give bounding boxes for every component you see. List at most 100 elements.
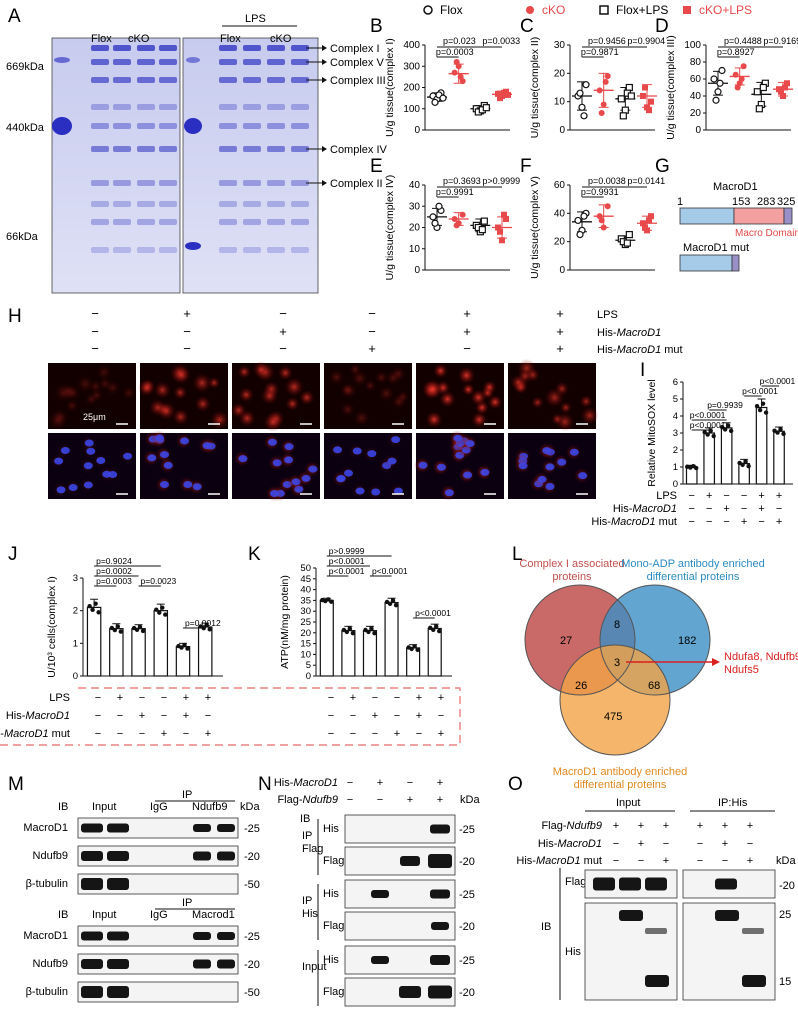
gel-band [91, 104, 109, 110]
data-point [702, 430, 707, 435]
y-tick-label: 20 [300, 628, 311, 639]
panel-a-gel: 669kDa 440kDa 66kDa Flox cKO LPS Flox cK… [6, 13, 388, 294]
domain-mut-body [679, 254, 733, 272]
complex-label-i: Complex I [330, 43, 380, 55]
data-point [714, 88, 722, 96]
cell-signal [284, 377, 304, 397]
legend: Flox cKO Flox+LPS cKO+LPS [423, 3, 752, 17]
cell-signal [517, 368, 533, 384]
data-point [734, 84, 741, 91]
bar [175, 645, 191, 677]
data-point [642, 84, 648, 91]
treatment-sign: − [117, 728, 123, 740]
legend-marker-flox [423, 5, 433, 15]
treatment-sign: − [139, 728, 145, 740]
lane-label-flox-left: Flox [91, 33, 112, 45]
data-point [435, 202, 443, 210]
y-tick-label: 15 [300, 639, 311, 650]
n-row-label-his: His-MacroD1 [274, 777, 338, 789]
nucleus [269, 489, 279, 497]
data-point [580, 112, 588, 120]
gel-band [113, 219, 131, 225]
blot-band [645, 928, 667, 934]
venn-callout-text-1: Ndufa8, Ndufb9, [724, 651, 798, 663]
mw-label: -25 [459, 824, 475, 836]
p-value: p=0.9169 [763, 36, 798, 46]
nucleus [301, 474, 311, 482]
treatment-sign: + [556, 324, 564, 339]
y-tick-label: 2 [673, 445, 678, 456]
bar [773, 430, 785, 485]
gel-band [243, 219, 261, 225]
y-tick-label: 30 [409, 201, 421, 212]
data-point [598, 217, 605, 224]
treatment-sign: − [117, 710, 123, 722]
gel-band [91, 201, 109, 207]
gel-band [113, 77, 131, 83]
blot-row-label: Ndufb9 [33, 958, 68, 970]
domain-macro-label: Macro Domain [735, 228, 798, 239]
p-value: p=0.4488 [724, 36, 762, 46]
data-point [623, 239, 631, 247]
data-point [409, 646, 414, 652]
gel-band [291, 180, 309, 186]
nucleus [54, 457, 64, 465]
gel-band [219, 146, 237, 152]
blot-label: His [323, 954, 339, 966]
cell-signal [121, 386, 136, 400]
cell-signal [328, 369, 345, 386]
data-point [646, 107, 652, 114]
y-tick-label: 50 [300, 563, 311, 574]
gel-band [291, 201, 309, 207]
bar [406, 647, 421, 677]
h-row-label-lps: LPS [597, 309, 618, 321]
gel-band [267, 180, 285, 186]
data-point [694, 465, 699, 471]
data-point [115, 624, 121, 629]
data-point [134, 627, 140, 633]
data-point [602, 78, 609, 85]
y-tick-label: 60 [554, 180, 566, 191]
gel-band [219, 59, 237, 65]
data-point [576, 230, 584, 239]
treatment-sign: − [183, 324, 191, 339]
bar [362, 630, 378, 677]
blot-band [107, 986, 129, 998]
y-tick-label: 4 [673, 411, 678, 422]
legend-label-cko-lps: cKO+LPS [699, 3, 752, 17]
domain-mut-title: MacroD1 mut [683, 242, 749, 254]
data-point [457, 73, 464, 80]
blot-band [107, 823, 129, 833]
y-tick-label: 35 [300, 595, 311, 606]
blot-strip [77, 817, 239, 839]
panel-letter-h: H [8, 306, 22, 327]
cell-signal [173, 385, 188, 400]
gel-band [159, 104, 177, 110]
nucleus [238, 455, 248, 463]
gel-band [243, 104, 261, 110]
cell-signal [378, 385, 395, 402]
venn-set-label-b-1: Mono-ADP antibody enriched [621, 558, 765, 570]
nucleus [336, 475, 346, 483]
gel-band [91, 180, 109, 186]
data-point [760, 401, 766, 406]
data-point [759, 83, 767, 92]
treatment-sign: + [437, 794, 443, 806]
cell-signal [364, 379, 377, 392]
treatment-label-his: His-MacroD1 [6, 710, 70, 722]
treatment-sign: − [368, 324, 376, 339]
nucleus [418, 461, 428, 469]
jk-treatment-table: − − + + − − − − + + + + − − − − + + − − + + − − − − − − − − + + − − + + LPS H… [0, 687, 461, 746]
data-point [711, 433, 716, 439]
domain-cterm [783, 207, 793, 225]
data-point [497, 228, 503, 235]
o-row-label: His-MacroD1 mut [516, 855, 602, 867]
treatment-sign: − [279, 341, 287, 356]
y-tick-label: 300 [403, 61, 420, 72]
gel-band [219, 201, 237, 207]
ib-label: IB [58, 801, 68, 813]
treatment-sign: + [556, 341, 564, 356]
data-point [344, 629, 350, 635]
